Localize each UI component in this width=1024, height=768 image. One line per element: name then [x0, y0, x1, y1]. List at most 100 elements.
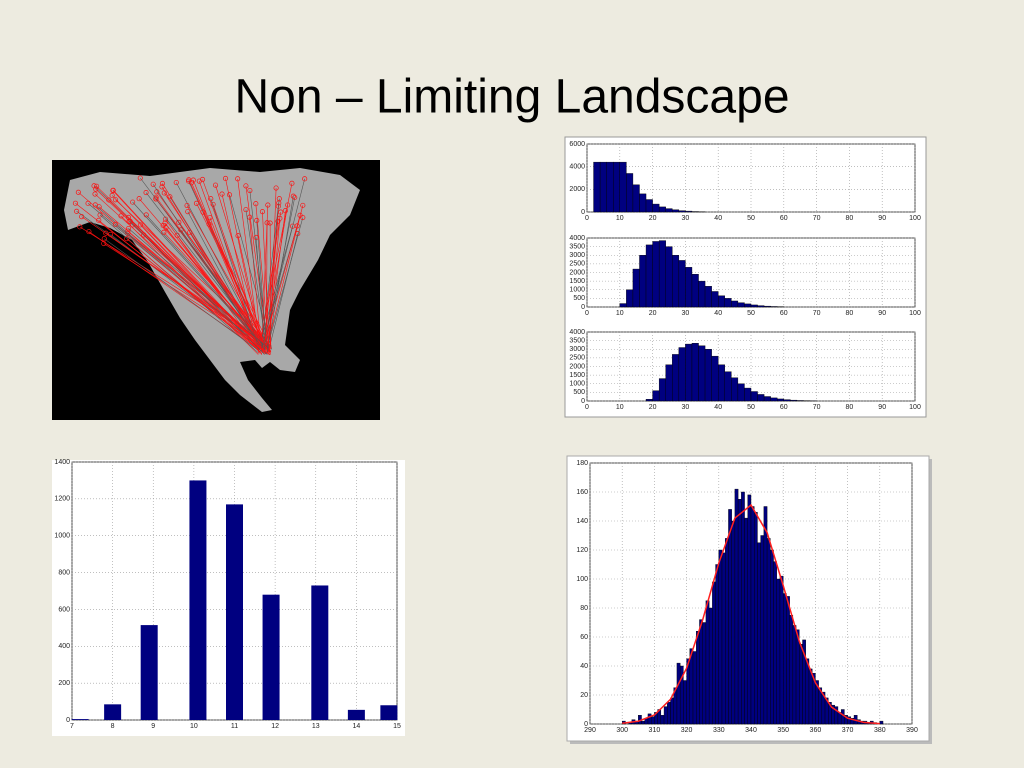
histogram-bar — [731, 520, 736, 725]
histogram-bar — [776, 578, 781, 725]
site — [265, 202, 271, 208]
bar — [311, 585, 329, 720]
y-tick-label: 0 — [581, 209, 585, 216]
y-tick-label: 2000 — [569, 363, 585, 370]
histogram-bar — [685, 210, 693, 213]
histogram-bar — [665, 246, 673, 308]
bar — [189, 480, 207, 720]
y-tick-label: 100 — [576, 576, 588, 583]
histogram-bar — [696, 631, 700, 725]
site — [235, 176, 241, 182]
histogram-bar — [795, 629, 800, 725]
track — [81, 216, 266, 346]
track — [132, 201, 263, 346]
histogram-bar — [728, 509, 732, 725]
x-tick-label: 90 — [878, 310, 886, 317]
histogram-bar — [718, 364, 725, 402]
site — [124, 236, 130, 242]
histogram-bar — [712, 581, 716, 725]
site — [173, 179, 179, 186]
y-tick-label: 1000 — [54, 533, 70, 540]
histogram-bar — [770, 397, 778, 402]
y-tick-label: 180 — [576, 460, 588, 467]
x-tick-label: 14 — [352, 723, 360, 730]
site — [150, 181, 156, 187]
histogram-bar — [750, 391, 758, 402]
histogram-bar — [691, 343, 699, 402]
site — [153, 196, 159, 202]
histogram-bar — [757, 305, 765, 308]
histogram-bar — [783, 399, 791, 402]
histogram-bar — [708, 607, 713, 725]
x-tick-label: 20 — [649, 310, 657, 317]
track — [262, 211, 270, 353]
histogram-bar — [737, 302, 745, 308]
x-tick-label: 11 — [231, 723, 238, 730]
site — [130, 222, 136, 228]
y-tick-label: 1000 — [569, 287, 585, 294]
x-tick-label: 15 — [393, 723, 401, 730]
site — [200, 209, 206, 215]
y-tick-label: 140 — [576, 518, 588, 525]
histogram-bar — [658, 206, 666, 213]
histogram-bar — [678, 347, 686, 402]
histogram-bar — [672, 354, 680, 402]
x-tick-label: 60 — [780, 215, 788, 222]
histogram-bar — [641, 720, 645, 725]
track — [111, 195, 263, 351]
y-tick-label: 1400 — [54, 459, 70, 466]
histogram-bar — [773, 561, 777, 725]
site — [74, 208, 80, 214]
histogram-bar — [665, 208, 673, 213]
y-tick-label: 1000 — [569, 381, 585, 388]
track — [188, 179, 269, 353]
histogram-bar — [699, 619, 703, 725]
y-tick-label: 600 — [58, 606, 70, 613]
y-tick-label: 2000 — [569, 269, 585, 276]
site — [292, 194, 298, 201]
histogram-bar — [779, 575, 784, 725]
histogram-bar — [663, 706, 668, 725]
bar — [347, 709, 365, 720]
track — [115, 224, 270, 349]
track — [266, 206, 279, 350]
histogram-bar — [705, 600, 710, 725]
histogram-bar — [799, 644, 803, 725]
site — [273, 185, 279, 191]
y-tick-label: 0 — [66, 717, 70, 724]
x-tick-label: 60 — [780, 404, 788, 411]
x-tick-label: 40 — [714, 310, 722, 317]
site — [278, 209, 284, 215]
site — [162, 216, 169, 222]
track — [162, 225, 270, 351]
track — [261, 215, 301, 355]
bar — [226, 504, 243, 720]
track — [268, 218, 281, 350]
x-tick-label: 40 — [714, 404, 722, 411]
histogram-bar — [737, 499, 742, 725]
track — [208, 224, 271, 348]
track — [88, 231, 266, 355]
histogram-bar — [721, 552, 726, 725]
site — [160, 222, 166, 228]
x-tick-label: 90 — [878, 404, 886, 411]
histogram-bar — [786, 596, 790, 725]
histogram-bar — [667, 702, 671, 725]
y-tick-label: 40 — [580, 663, 588, 670]
histogram-bar — [652, 390, 660, 402]
histogram-bar — [757, 394, 765, 402]
histogram-bar — [789, 615, 794, 725]
site — [176, 219, 182, 225]
y-tick-label: 20 — [580, 692, 588, 699]
x-tick-label: 70 — [813, 215, 821, 222]
y-tick-label: 1200 — [54, 496, 70, 503]
site — [267, 220, 273, 226]
histogram-bar — [683, 680, 687, 725]
bar — [262, 594, 280, 720]
site — [277, 215, 283, 221]
histogram-bar — [698, 280, 706, 308]
x-tick-label: 70 — [813, 404, 821, 411]
y-tick-label: 60 — [580, 634, 588, 641]
histogram-bar — [632, 184, 640, 213]
